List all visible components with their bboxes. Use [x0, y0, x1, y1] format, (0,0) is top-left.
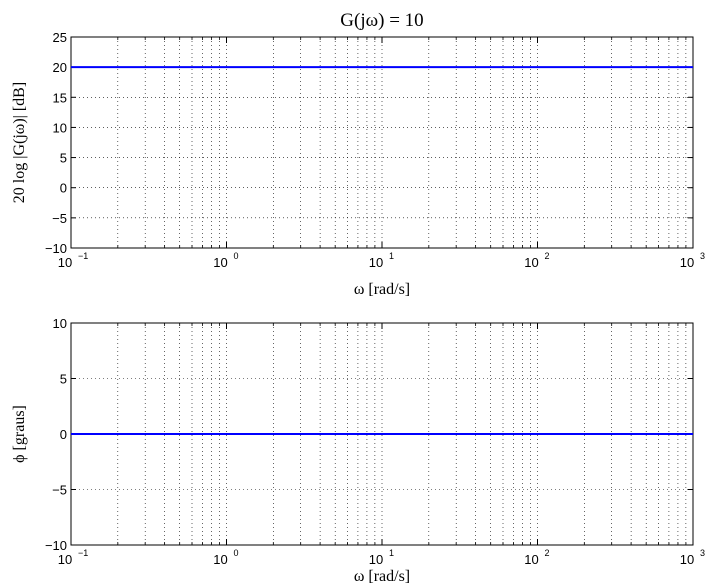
phase-ytick-label: −5 [52, 483, 67, 498]
mag-xtick-exponent: 0 [234, 251, 239, 261]
phase-xtick-label: 10 [524, 552, 538, 567]
phase-xtick-exponent: 1 [389, 548, 394, 558]
mag-ytick-label: −5 [52, 211, 67, 226]
mag-xtick-exponent: 1 [389, 251, 394, 261]
phase-xlabel: ω [rad/s] [354, 568, 410, 584]
mag-xtick-label: 10 [369, 255, 383, 270]
phase-xtick-label: 10 [680, 552, 694, 567]
mag-ytick-label: 0 [60, 181, 67, 196]
mag-xtick-exponent: −1 [78, 251, 88, 261]
mag-xlabel: ω [rad/s] [354, 281, 410, 298]
phase-xtick-exponent: 0 [234, 548, 239, 558]
mag-ytick-label: 20 [53, 60, 67, 75]
mag-plot: −10 −5 0 5 10 15 20 25 10 −1 10 0 10 1 10 2 10 3 G(jω) = 1… [11, 10, 705, 298]
phase-xtick-exponent: 2 [545, 548, 550, 558]
mag-title: G(jω) = 10 [340, 10, 423, 31]
phase-xtick-exponent: 3 [700, 548, 705, 558]
mag-xtick-exponent: 2 [545, 251, 550, 261]
mag-xtick-label: 10 [213, 255, 227, 270]
mag-ytick-label: 10 [53, 120, 67, 135]
mag-ytick-label: 15 [53, 90, 67, 105]
phase-ytick-label: 0 [60, 427, 67, 442]
phase-xtick-label: 10 [213, 552, 227, 567]
phase-xtick-label: 10 [369, 552, 383, 567]
mag-xtick-exponent: 3 [700, 251, 705, 261]
phase-xtick-exponent: −1 [78, 548, 88, 558]
mag-xtick-label: 10 [524, 255, 538, 270]
phase-plot: −10 −5 0 5 10 10 −1 10 0 10 1 10 2 10 3 ω [rad/s] ϕ [gra… [11, 316, 705, 584]
phase-ytick-label: 5 [60, 372, 67, 387]
mag-xtick-label: 10 [680, 255, 694, 270]
mag-axes-background [71, 37, 693, 248]
mag-xtick-label: 10 [58, 255, 72, 270]
phase-ylabel: ϕ [graus] [11, 405, 28, 463]
phase-xtick-label: 10 [58, 552, 72, 567]
mag-ylabel: 20 log |G(jω)| [dB] [11, 82, 28, 203]
mag-ytick-label: −10 [45, 241, 67, 256]
mag-ytick-label: 25 [53, 30, 67, 45]
phase-ytick-label: −10 [45, 538, 67, 553]
phase-ytick-label: 10 [53, 316, 67, 331]
mag-ytick-label: 5 [60, 151, 67, 166]
